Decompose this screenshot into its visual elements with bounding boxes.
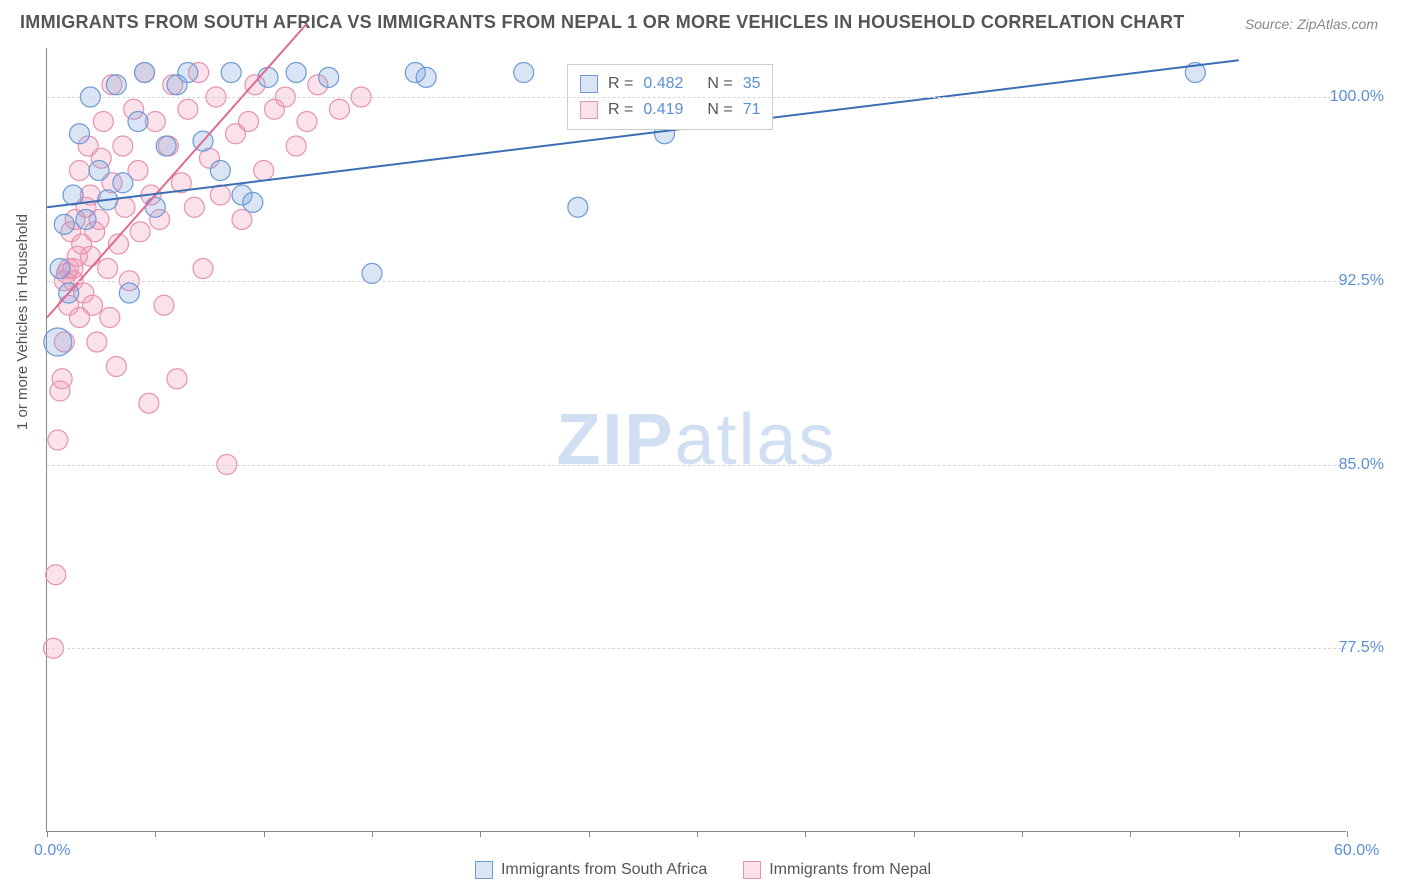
stat-r-value: 0.482 [643,75,697,93]
x-tick [914,831,915,837]
scatter-point [63,185,83,205]
scatter-point [93,112,113,132]
scatter-point [54,214,74,234]
gridline-horizontal [47,281,1346,282]
gridline-horizontal [47,97,1346,98]
scatter-point [46,565,66,585]
scatter-point [210,161,230,181]
scatter-point [135,63,155,83]
stat-n-value: 71 [743,101,761,119]
scatter-point [128,112,148,132]
scatter-point [44,328,72,356]
scatter-point [70,124,90,144]
bottom-legend-item: Immigrants from Nepal [743,861,931,879]
stat-n-label: N = [707,75,732,93]
bottom-legend: Immigrants from South Africa Immigrants f… [0,861,1406,884]
scatter-point [243,192,263,212]
y-tick-label: 100.0% [1330,88,1384,106]
stats-row: R = 0.482 N = 35 [580,71,760,97]
scatter-point [258,67,278,87]
scatter-point [330,99,350,119]
scatter-point [119,283,139,303]
scatter-point [239,112,259,132]
scatter-point [154,295,174,315]
x-tick [1022,831,1023,837]
y-tick-label: 92.5% [1339,272,1384,290]
stat-r-label: R = [608,75,633,93]
scatter-point [297,112,317,132]
x-tick [480,831,481,837]
scatter-point [514,63,534,83]
scatter-point [106,357,126,377]
gridline-horizontal [47,648,1346,649]
scatter-point [156,136,176,156]
y-tick-label: 85.0% [1339,456,1384,474]
scatter-point [87,332,107,352]
scatter-point [145,197,165,217]
x-tick [697,831,698,837]
source-value: ZipAtlas.com [1297,16,1378,32]
scatter-point [113,136,133,156]
scatter-point [286,63,306,83]
scatter-point [232,210,252,230]
chart-title: IMMIGRANTS FROM SOUTH AFRICA VS IMMIGRAN… [20,12,1185,33]
x-tick-label: 0.0% [34,842,70,860]
chart-plot-area: ZIPatlas R = 0.482N = 35R = 0.419N = 71 [46,48,1346,832]
scatter-point [568,197,588,217]
stat-n-label: N = [707,101,732,119]
scatter-point [80,246,100,266]
scatter-point [130,222,150,242]
scatter-point [416,67,436,87]
y-tick-label: 77.5% [1339,639,1384,657]
scatter-point [48,430,68,450]
scatter-point [254,161,274,181]
x-tick [264,831,265,837]
x-tick [1239,831,1240,837]
scatter-point [221,63,241,83]
stat-n-value: 35 [743,75,761,93]
series-name: Immigrants from Nepal [769,861,931,879]
source-label: Source: [1245,16,1293,32]
x-tick [372,831,373,837]
scatter-point [210,185,230,205]
x-tick [155,831,156,837]
series-swatch [580,75,598,93]
x-tick [47,831,48,837]
stat-r-label: R = [608,101,633,119]
y-axis-label: 1 or more Vehicles in Household [14,214,31,430]
scatter-point [89,161,109,181]
bottom-legend-item: Immigrants from South Africa [475,861,707,879]
scatter-point [184,197,204,217]
x-tick [805,831,806,837]
scatter-point [52,369,72,389]
scatter-point [100,308,120,328]
scatter-point [76,210,96,230]
scatter-point [193,259,213,279]
stats-row: R = 0.419 N = 71 [580,97,760,123]
stat-r-value: 0.419 [643,101,697,119]
scatter-point [319,67,339,87]
source-attribution: Source: ZipAtlas.com [1245,16,1378,32]
series-swatch [475,861,493,879]
series-name: Immigrants from South Africa [501,861,707,879]
scatter-point [139,393,159,413]
gridline-horizontal [47,465,1346,466]
x-tick [589,831,590,837]
scatter-point [98,259,118,279]
x-tick-label: 60.0% [1334,842,1379,860]
scatter-point [113,173,133,193]
scatter-svg [47,48,1346,831]
scatter-point [286,136,306,156]
series-swatch [580,101,598,119]
scatter-point [106,75,126,95]
x-tick [1130,831,1131,837]
scatter-point [83,295,103,315]
series-swatch [743,861,761,879]
scatter-point [178,63,198,83]
x-tick [1347,831,1348,837]
scatter-point [50,259,70,279]
scatter-point [178,99,198,119]
scatter-point [70,161,90,181]
scatter-point [167,369,187,389]
